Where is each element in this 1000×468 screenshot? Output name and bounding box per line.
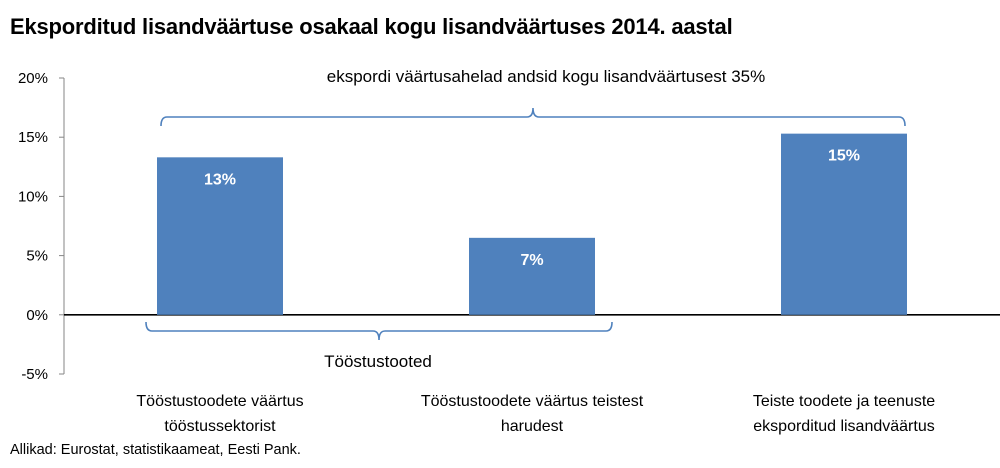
top-bracket	[160, 107, 906, 127]
x-category-label: harudest	[501, 418, 564, 435]
bottom-bracket-label: Tööstustooted	[324, 352, 432, 371]
data-label: 13%	[204, 171, 236, 188]
bars: 13% 7% 15%	[157, 133, 907, 315]
y-tick-label: 5%	[26, 248, 48, 265]
source-note: Allikad: Eurostat, statistikaameat, Eest…	[10, 442, 301, 458]
y-tick-label: 20%	[18, 70, 48, 87]
y-tick-label: 10%	[18, 188, 48, 205]
y-tick-label: 0%	[26, 307, 48, 324]
x-category-label: eksporditud lisandväärtus	[753, 418, 934, 435]
y-tick-label: 15%	[18, 129, 48, 146]
y-tick-label: -5%	[21, 366, 48, 383]
annotations: ekspordi väärtusahelad andsid kogu lisan…	[145, 67, 906, 371]
chart-title: Eksporditud lisandväärtuse osakaal kogu …	[10, 14, 733, 39]
bottom-bracket	[145, 321, 613, 341]
bar	[469, 237, 595, 315]
x-category-label: Tööstustoodete väärtus teistest	[421, 393, 644, 410]
top-bracket-label: ekspordi väärtusahelad andsid kogu lisan…	[327, 67, 766, 86]
x-category-label: Tööstustoodete väärtus	[136, 393, 303, 410]
axes: 20% 15% 10% 5% 0% -5% Tööstustoodete väärtus tö…	[18, 70, 1000, 435]
data-label: 15%	[828, 148, 860, 165]
x-category-label: Teiste toodete ja teenuste	[753, 393, 935, 410]
bar	[157, 157, 283, 315]
bar	[781, 133, 907, 315]
x-category-label: tööstussektorist	[164, 418, 276, 435]
data-label: 7%	[520, 252, 543, 269]
